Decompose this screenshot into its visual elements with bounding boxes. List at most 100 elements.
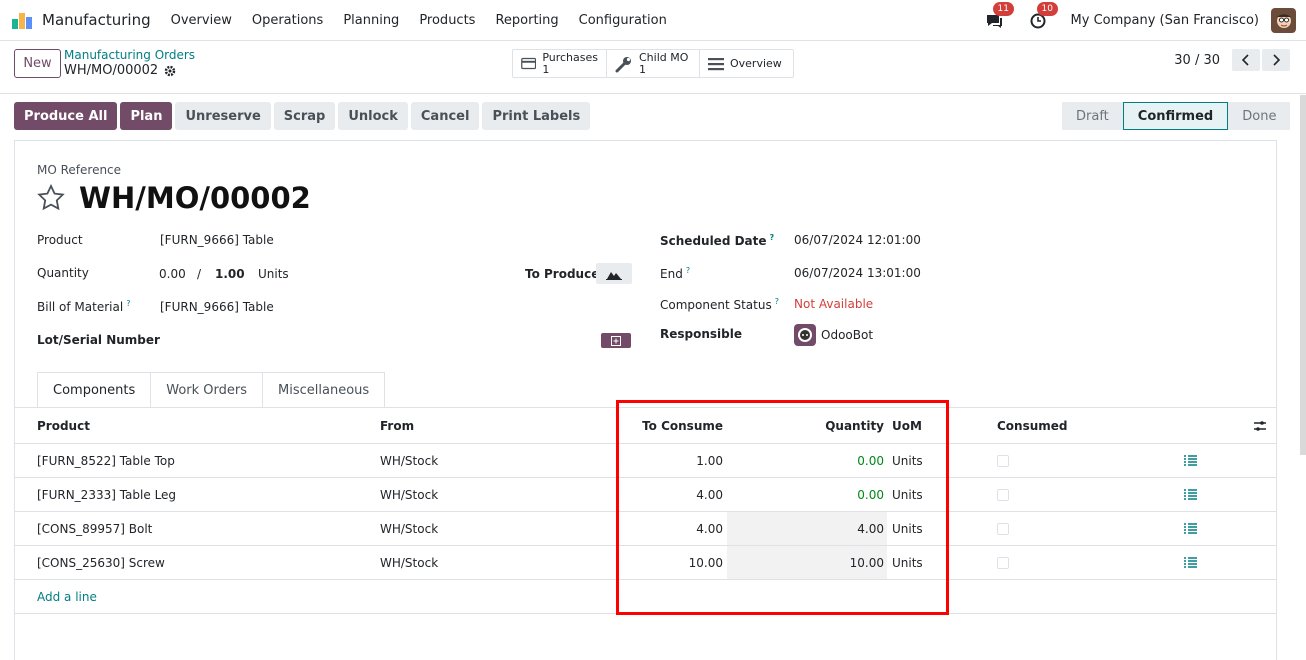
row-consumed-checkbox[interactable]: [997, 546, 1009, 579]
add-a-line-link[interactable]: Add a line: [37, 589, 97, 604]
overview-smart-button[interactable]: Overview: [700, 50, 793, 77]
star-icon[interactable]: [37, 184, 65, 212]
pager-next-button[interactable]: [1262, 49, 1290, 71]
table-row[interactable]: [FURN_8522] Table Top WH/Stock 1.00 0.00…: [15, 444, 1276, 478]
row-quantity[interactable]: 0.00: [857, 487, 884, 502]
child-mo-smart-button[interactable]: Child MO 1: [607, 50, 700, 77]
stage-done[interactable]: Done: [1228, 102, 1291, 130]
menu-reporting[interactable]: Reporting: [495, 12, 559, 28]
row-consumed-checkbox[interactable]: [997, 444, 1009, 477]
end-help-mark[interactable]: ?: [685, 266, 691, 275]
row-detail-button[interactable]: [1184, 478, 1197, 511]
company-switcher[interactable]: My Company (San Francisco): [1070, 13, 1259, 28]
table-row[interactable]: [CONS_89957] Bolt WH/Stock 4.00 4.00 Uni…: [15, 512, 1276, 546]
page-scrollbar[interactable]: [1300, 95, 1306, 455]
row-consumed-checkbox[interactable]: [997, 478, 1009, 511]
col-uom-header[interactable]: UoM: [892, 418, 922, 433]
responsible-field[interactable]: OdooBot: [794, 324, 873, 346]
notebook-tabs: Components Work Orders Miscellaneous: [37, 372, 386, 408]
row-to-consume: 4.00: [696, 487, 723, 502]
col-product-header[interactable]: Product: [37, 418, 90, 433]
mo-reference-title: WH/MO/00002: [79, 181, 311, 215]
responsible-label: Responsible: [660, 327, 742, 341]
quantity-label: Quantity: [37, 266, 89, 280]
row-detail-button[interactable]: [1184, 546, 1197, 579]
product-label: Product: [37, 233, 83, 247]
menu-products[interactable]: Products: [419, 12, 476, 28]
bom-label: Bill of Material?: [37, 299, 130, 314]
row-product: [CONS_25630] Screw: [37, 555, 165, 570]
component-status-help-mark[interactable]: ?: [774, 297, 779, 306]
qty-produced-field[interactable]: 0.00: [159, 267, 186, 281]
stage-draft[interactable]: Draft: [1062, 102, 1123, 130]
tab-work-orders[interactable]: Work Orders: [150, 372, 264, 408]
col-to-consume-header[interactable]: To Consume: [642, 418, 723, 433]
breadcrumb-current-label: WH/MO/00002: [64, 63, 159, 78]
forecast-graph-button[interactable]: [596, 263, 632, 284]
product-field[interactable]: [FURN_9666] Table: [160, 233, 274, 247]
row-detail-button[interactable]: [1184, 512, 1197, 545]
plus-square-icon: [611, 335, 621, 346]
breadcrumb-parent[interactable]: Manufacturing Orders: [64, 48, 196, 62]
to-produce-label: To Produce: [525, 267, 600, 281]
row-uom: Units: [892, 453, 923, 468]
row-detail-button[interactable]: [1184, 444, 1197, 477]
purchases-smart-button[interactable]: Purchases 1: [513, 50, 607, 77]
qty-total-field[interactable]: 1.00: [215, 267, 245, 281]
component-status-label-text: Component Status: [660, 298, 772, 312]
table-row[interactable]: [CONS_25630] Screw WH/Stock 10.00 10.00 …: [15, 546, 1276, 580]
col-consumed-header[interactable]: Consumed: [997, 418, 1068, 433]
row-quantity[interactable]: 0.00: [857, 453, 884, 468]
pager: 30 / 30: [1174, 49, 1290, 71]
scheduled-help-mark[interactable]: ?: [769, 233, 775, 242]
qty-uom: Units: [258, 267, 289, 281]
unlock-button[interactable]: Unlock: [338, 102, 408, 130]
gear-icon[interactable]: [164, 65, 176, 77]
child-mo-label: Child MO: [639, 50, 689, 64]
add-lot-button[interactable]: [601, 333, 631, 348]
new-button[interactable]: New: [14, 49, 61, 78]
bom-field[interactable]: [FURN_9666] Table: [160, 300, 274, 314]
purchases-count: 1: [542, 62, 550, 76]
col-quantity-header[interactable]: Quantity: [825, 418, 884, 433]
row-product: [FURN_8522] Table Top: [37, 453, 175, 468]
optional-columns-toggle[interactable]: [1253, 408, 1267, 443]
unreserve-button[interactable]: Unreserve: [175, 102, 271, 130]
mo-reference-label: MO Reference: [37, 163, 122, 177]
bom-help-mark[interactable]: ?: [126, 299, 131, 308]
menu-planning[interactable]: Planning: [343, 12, 400, 28]
row-product: [FURN_2333] Table Leg: [37, 487, 177, 502]
menu-overview[interactable]: Overview: [170, 12, 232, 28]
tab-components[interactable]: Components: [37, 372, 152, 408]
pager-previous-button[interactable]: [1232, 49, 1260, 71]
qty-separator: /: [197, 267, 202, 281]
row-consumed-checkbox[interactable]: [997, 512, 1009, 545]
scheduled-date-field[interactable]: 06/07/2024 12:01:00: [794, 233, 921, 247]
stage-confirmed[interactable]: Confirmed: [1122, 102, 1229, 130]
chevron-left-icon: [1242, 54, 1249, 66]
menu-configuration[interactable]: Configuration: [578, 12, 667, 28]
user-avatar[interactable]: [1271, 8, 1296, 33]
systray: 11 10 My Company (San Francisco): [983, 0, 1296, 41]
table-row[interactable]: [FURN_2333] Table Leg WH/Stock 4.00 0.00…: [15, 478, 1276, 512]
tab-miscellaneous[interactable]: Miscellaneous: [262, 372, 386, 408]
scrap-button[interactable]: Scrap: [273, 102, 336, 130]
menu-operations[interactable]: Operations: [251, 12, 324, 28]
messages-button[interactable]: 11: [983, 1, 1014, 32]
cancel-button[interactable]: Cancel: [410, 102, 480, 130]
robot-icon: [798, 328, 812, 342]
activities-button[interactable]: 10: [1027, 1, 1058, 32]
col-from-header[interactable]: From: [380, 418, 415, 433]
app-brand[interactable]: Manufacturing: [12, 11, 151, 29]
produce-all-button[interactable]: Produce All: [14, 102, 118, 130]
row-to-consume: 10.00: [688, 555, 723, 570]
odoobot-avatar: [794, 324, 816, 346]
row-quantity[interactable]: 10.00: [727, 546, 887, 579]
pager-value[interactable]: 30 / 30: [1174, 52, 1220, 68]
stage-statusbar: Draft Confirmed Done: [1062, 102, 1291, 130]
row-quantity[interactable]: 4.00: [727, 512, 887, 545]
end-date-field[interactable]: 06/07/2024 13:01:00: [794, 266, 921, 280]
print-labels-button[interactable]: Print Labels: [482, 102, 591, 130]
plan-button[interactable]: Plan: [120, 102, 173, 130]
smart-buttons: Purchases 1 Child MO 1 Overview: [512, 49, 794, 78]
